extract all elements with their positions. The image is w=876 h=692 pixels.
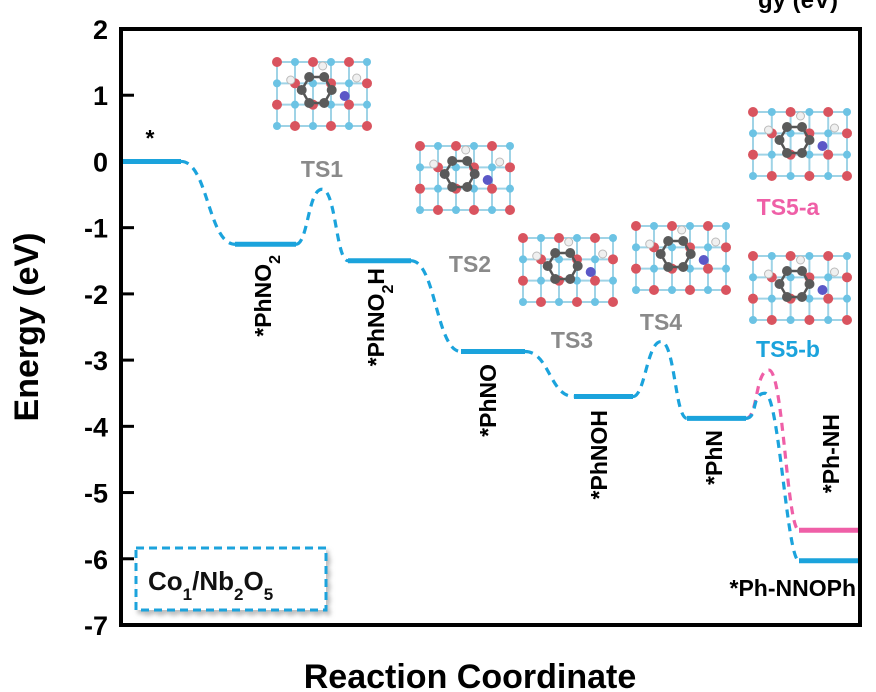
state-label-6: *Ph-NH [818,414,844,493]
molecule-thumbnail-4 [748,107,852,181]
y-tick-label-1: 1 [93,81,108,111]
y-tick-label-9: -7 [84,611,108,641]
y-tick-label-8: -6 [84,545,108,575]
ts-label-4: TS5-a [757,194,820,220]
ts-label-0: TS1 [301,156,343,182]
plot-frame [119,27,862,627]
state-labels: *PhNO2 *PhNO2H *PhNO *PhNOH *PhN *Ph-NH * *Ph-N… [146,125,856,601]
ts-label-3: TS4 [640,309,682,335]
energy-paths [180,159,801,563]
energy-levels [123,158,858,564]
path-4-5 [632,339,688,420]
y-tick-label-2: 0 [93,147,108,177]
ts-label-5: TS5-b [756,336,820,362]
state-label-0: * [146,125,155,151]
y-axis-ticks: 2 1 0 -1 -2 -3 -4 -5 -6 -7 [84,15,134,641]
path-5-6b [745,391,801,563]
molecule-thumbnail-0 [272,57,372,131]
path-5-6a [745,368,801,532]
ts-label-1: TS2 [449,251,491,277]
x-axis-title: Reaction Coordinate [304,658,636,692]
y-tick-label-7: -5 [84,479,108,509]
path-3-4 [524,349,575,399]
state-label-4: *PhNOH [586,410,612,499]
y-tick-label-6: -4 [84,412,108,442]
state-label-7: *Ph-NNOPh [730,575,857,601]
y-axis-title: Energy (eV) [8,233,46,422]
legend-box [134,546,328,612]
legend: Co1/Nb2O5 [134,546,328,612]
y-tick-label-5: -3 [84,346,108,376]
path-2-3 [410,259,462,354]
state-label-1: *PhNO2 [250,255,284,337]
state-label-2: *PhNO2H [363,268,397,366]
path-0-1 [180,159,236,246]
molecule-thumbnail-5 [748,251,852,325]
state-label-3: *PhNO [475,364,501,437]
y-tick-label-0: 2 [93,15,108,45]
top-right-partial-text: gy (eV) [758,0,838,14]
y-tick-label-4: -2 [84,280,108,310]
legend-label: Co1/Nb2O5 [148,566,273,604]
molecule-thumbnail-2 [518,233,618,307]
molecule-thumbnail-3 [631,221,731,295]
state-label-5: *PhN [701,430,727,485]
ts-label-2: TS3 [551,327,593,353]
molecule-structures [272,57,852,325]
molecule-thumbnail-1 [415,141,515,215]
path-1-2 [295,187,349,263]
y-tick-label-3: -1 [84,214,108,244]
